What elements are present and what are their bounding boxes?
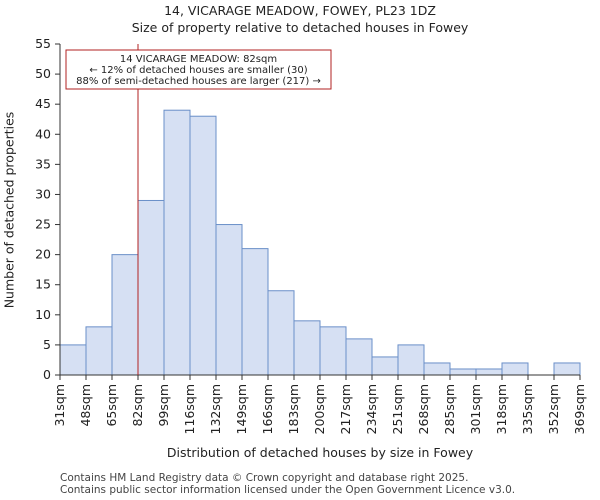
bar xyxy=(423,362,451,376)
x-tick-label: 65sqm xyxy=(104,384,119,427)
x-tick-label: 116sqm xyxy=(182,384,197,434)
y-tick-label: 55 xyxy=(35,36,51,51)
x-tick-label: 251sqm xyxy=(390,384,405,434)
bar xyxy=(163,109,191,376)
bar xyxy=(267,290,295,376)
annotation-larger: 88% of semi-detached houses are larger (… xyxy=(76,76,321,87)
bar xyxy=(85,326,113,376)
bar xyxy=(475,368,503,376)
bar xyxy=(189,115,217,376)
bar xyxy=(371,356,399,376)
y-tick-label: 20 xyxy=(35,247,51,262)
x-tick-label: 82sqm xyxy=(130,384,145,427)
x-tick-label: 200sqm xyxy=(312,384,327,434)
y-tick-label: 10 xyxy=(35,307,51,322)
x-tick-label: 285sqm xyxy=(442,384,457,434)
y-tick-label: 30 xyxy=(35,186,51,201)
bar xyxy=(293,320,321,376)
x-tick-label: 132sqm xyxy=(208,384,223,434)
chart-subtitle: Size of property relative to detached ho… xyxy=(131,20,469,35)
annotation-box xyxy=(65,49,332,90)
x-tick-label: 217sqm xyxy=(338,384,353,434)
y-tick-label: 35 xyxy=(35,156,51,171)
x-tick-label: 166sqm xyxy=(260,384,275,434)
bar xyxy=(215,224,243,376)
x-tick-label: 301sqm xyxy=(468,384,483,434)
x-tick-label: 149sqm xyxy=(234,384,249,434)
x-tick-label: 268sqm xyxy=(416,384,431,434)
y-tick-label: 15 xyxy=(35,277,51,292)
y-tick-label: 5 xyxy=(43,337,51,352)
chart-title: 14, VICARAGE MEADOW, FOWEY, PL23 1DZ xyxy=(164,3,436,18)
y-tick-label: 25 xyxy=(35,217,51,232)
bar xyxy=(553,362,581,376)
x-tick-label: 335sqm xyxy=(520,384,535,434)
annotation-smaller: ← 12% of detached houses are smaller (30… xyxy=(89,65,307,76)
y-tick-label: 0 xyxy=(43,367,51,382)
y-tick-label: 40 xyxy=(35,126,51,141)
bar xyxy=(137,199,165,376)
x-tick-label: 234sqm xyxy=(364,384,379,434)
footer-copyright: Contains HM Land Registry data © Crown c… xyxy=(60,472,469,484)
footer-licence: Contains public sector information licen… xyxy=(60,484,516,496)
bar xyxy=(501,362,529,376)
x-tick-label: 369sqm xyxy=(572,384,587,434)
x-tick-label: 31sqm xyxy=(52,384,67,427)
bar xyxy=(59,344,87,376)
bar xyxy=(111,254,139,376)
bar xyxy=(397,344,425,376)
y-tick-label: 45 xyxy=(35,96,51,111)
x-tick-label: 99sqm xyxy=(156,384,171,427)
x-tick-label: 183sqm xyxy=(286,384,301,434)
x-tick-label: 352sqm xyxy=(546,384,561,434)
x-tick-label: 48sqm xyxy=(78,384,93,427)
bar xyxy=(449,368,477,376)
x-axis-label: Distribution of detached houses by size … xyxy=(166,445,474,460)
bar xyxy=(345,338,373,376)
x-tick-label: 318sqm xyxy=(494,384,509,434)
bar xyxy=(241,248,269,376)
annotation-title: 14 VICARAGE MEADOW: 82sqm xyxy=(120,54,277,65)
y-tick-label: 50 xyxy=(35,66,51,81)
bar xyxy=(319,326,347,376)
